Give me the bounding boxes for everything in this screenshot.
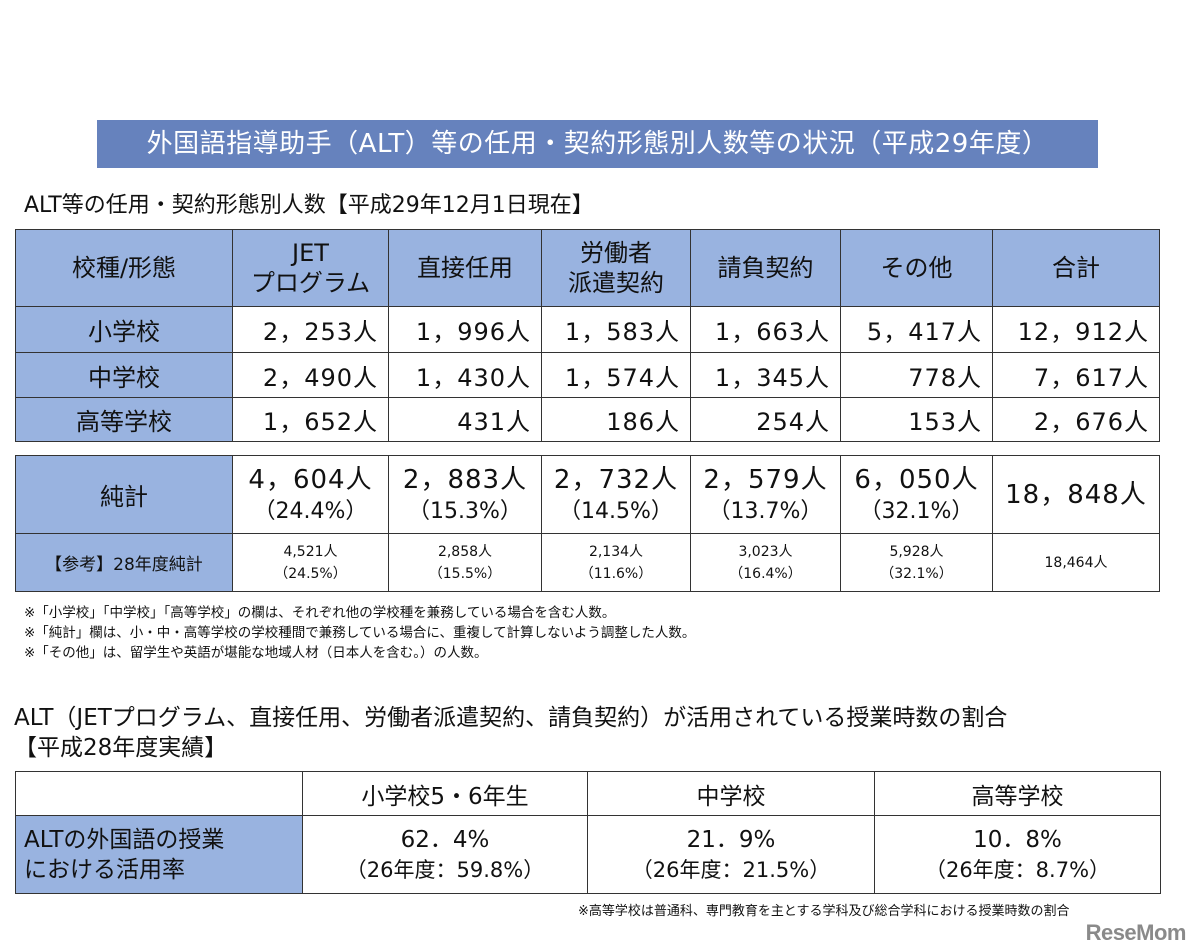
cell: 1，583人 xyxy=(541,306,691,353)
section2-footnote: ※高等学校は普通科、専門教育を主とする学科及び総合学科における授業時数の割合 xyxy=(578,904,1070,919)
table-row-reference: 【参考】28年度純計 4,521人 （24.5%） 2,858人 （15.5%） 2… xyxy=(15,533,1160,592)
cell: 153人 xyxy=(840,397,993,442)
cell: 186人 xyxy=(541,397,691,442)
page-title-banner: 外国語指導助手（ALT）等の任用・契約形態別人数等の状況（平成29年度） xyxy=(97,120,1098,168)
col-header-total: 合計 xyxy=(992,229,1160,307)
cell: 12，912人 xyxy=(992,306,1160,353)
col-header-high-school: 高等学校 xyxy=(874,771,1161,816)
cell: 2,134人 （11.6%） xyxy=(541,533,691,592)
cell: 4，604人 （24.4%） xyxy=(232,455,389,534)
cell: 6，050人 （32.1%） xyxy=(840,455,993,534)
cell: 5,928人 （32.1%） xyxy=(840,533,993,592)
cell: 2，883人 （15.3%） xyxy=(388,455,542,534)
cell: 431人 xyxy=(388,397,542,442)
cell: 1，663人 xyxy=(690,306,841,353)
note-3: ※「その他」は、留学生や英語が堪能な地域人材（日本人を含む。）の人数。 xyxy=(24,645,488,661)
cell: 2,858人 （15.5%） xyxy=(388,533,542,592)
col-header-school-type: 校種/形態 xyxy=(15,229,233,307)
table-row-junior-high: 中学校 2，490人 1，430人 1，574人 1，345人 778人 7，6… xyxy=(15,352,1160,398)
section1-heading: ALT等の任用・契約形態別人数【平成29年12月1日現在】 xyxy=(24,193,594,218)
row-label: 【参考】28年度純計 xyxy=(15,533,233,592)
cell: 1，430人 xyxy=(388,352,542,398)
cell: 2，253人 xyxy=(232,306,389,353)
cell: 1，574人 xyxy=(541,352,691,398)
header-row: 小学校5・6年生 中学校 高等学校 xyxy=(15,771,1161,816)
cell: 2，732人 （14.5%） xyxy=(541,455,691,534)
cell: 2，490人 xyxy=(232,352,389,398)
section2-subheading: 【平成28年度実績】 xyxy=(14,735,228,761)
cell: 3,023人 （16.4%） xyxy=(690,533,841,592)
cell: 778人 xyxy=(840,352,993,398)
note-2: ※「純計」欄は、小・中・高等学校の学校種間で兼務している場合に、重複して計算しな… xyxy=(24,625,696,641)
cell: 18,464人 xyxy=(992,533,1160,592)
col-header-empty xyxy=(15,771,303,816)
section2-heading: ALT（JETプログラム、直接任用、労働者派遣契約、請負契約）が活用されている授… xyxy=(14,705,1008,731)
col-header-dispatch: 労働者 派遣契約 xyxy=(541,229,691,307)
cell: 62．4% （26年度：59.8%） xyxy=(302,815,588,894)
table-row-usage-rate: ALTの外国語の授業 における活用率 62．4% （26年度：59.8%） 21．9… xyxy=(15,815,1161,894)
resemom-logo: ReseMom xyxy=(1085,920,1187,945)
alt-usage-table: 小学校5・6年生 中学校 高等学校 ALTの外国語の授業 における活用率 62．4… xyxy=(15,771,1161,894)
col-header-jet: JET プログラム xyxy=(232,229,389,307)
row-label: 高等学校 xyxy=(15,397,233,442)
cell: 10．8% （26年度：8.7%） xyxy=(874,815,1161,894)
col-header-junior-high: 中学校 xyxy=(587,771,875,816)
cell: 21．9% （26年度：21.5%） xyxy=(587,815,875,894)
cell: 1，996人 xyxy=(388,306,542,353)
row-label: 小学校 xyxy=(15,306,233,353)
table-row-high-school: 高等学校 1，652人 431人 186人 254人 153人 2，676人 xyxy=(15,397,1160,442)
cell: 1，652人 xyxy=(232,397,389,442)
cell: 5，417人 xyxy=(840,306,993,353)
cell: 18，848人 xyxy=(992,455,1160,534)
cell: 254人 xyxy=(690,397,841,442)
table-row-net-total: 純計 4，604人 （24.4%） 2，883人 （15.3%） 2，732人 （14… xyxy=(15,455,1160,534)
row-label: 中学校 xyxy=(15,352,233,398)
alt-count-table: 校種/形態 JET プログラム 直接任用 労働者 派遣契約 請負契約 その他 合計 … xyxy=(15,229,1160,442)
col-header-other: その他 xyxy=(840,229,993,307)
table-row-elementary: 小学校 2，253人 1，996人 1，583人 1，663人 5，417人 1… xyxy=(15,306,1160,353)
col-header-elementary: 小学校5・6年生 xyxy=(302,771,588,816)
col-header-contract: 請負契約 xyxy=(690,229,841,307)
note-1: ※「小学校」「中学校」「高等学校」の欄は、それぞれ他の学校種を兼務している場合を… xyxy=(24,605,616,621)
cell: 1，345人 xyxy=(690,352,841,398)
cell: 2，579人 （13.7%） xyxy=(690,455,841,534)
cell: 2，676人 xyxy=(992,397,1160,442)
cell: 7，617人 xyxy=(992,352,1160,398)
row-label: ALTの外国語の授業 における活用率 xyxy=(15,815,303,894)
col-header-direct: 直接任用 xyxy=(388,229,542,307)
cell: 4,521人 （24.5%） xyxy=(232,533,389,592)
row-label: 純計 xyxy=(15,455,233,534)
header-row: 校種/形態 JET プログラム 直接任用 労働者 派遣契約 請負契約 その他 合計 xyxy=(15,229,1160,307)
alt-total-table: 純計 4，604人 （24.4%） 2，883人 （15.3%） 2，732人 （14… xyxy=(15,455,1160,592)
